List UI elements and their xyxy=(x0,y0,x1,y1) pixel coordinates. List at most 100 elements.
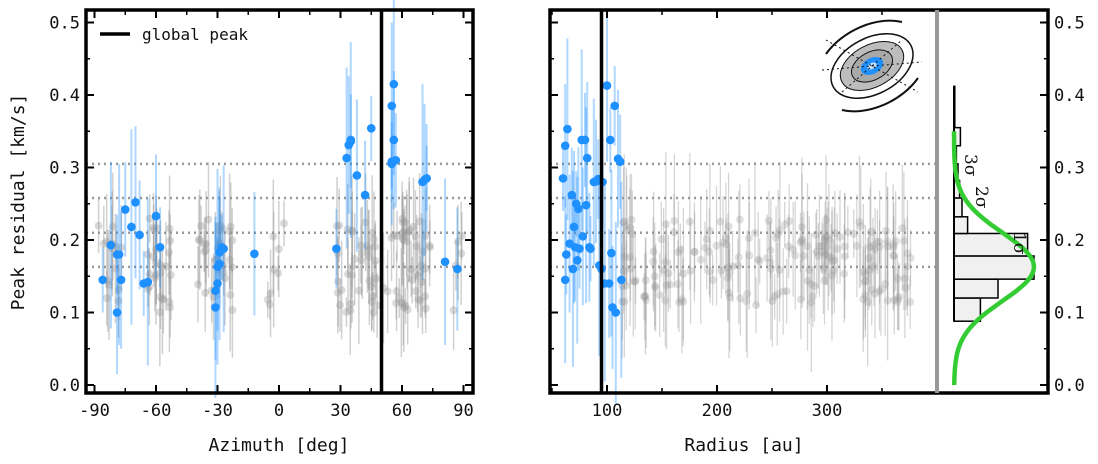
background-point xyxy=(867,285,876,294)
peak-point xyxy=(558,174,568,183)
background-point xyxy=(883,242,892,251)
background-point xyxy=(409,222,418,231)
background-point xyxy=(803,276,812,285)
peak-point xyxy=(389,135,399,145)
background-point xyxy=(840,269,849,278)
background-point xyxy=(354,286,363,295)
background-point xyxy=(807,298,816,307)
background-point xyxy=(387,233,396,242)
background-point xyxy=(347,271,356,280)
background-point xyxy=(861,291,870,300)
background-point xyxy=(348,262,357,271)
background-point xyxy=(114,296,123,305)
background-point xyxy=(721,233,730,242)
background-point xyxy=(745,251,754,260)
background-point xyxy=(156,268,165,277)
left-sigma-guides xyxy=(86,162,473,269)
background-point xyxy=(712,241,721,250)
background-point xyxy=(840,252,849,261)
background-point xyxy=(421,304,430,313)
background-point xyxy=(332,222,341,231)
background-point xyxy=(789,245,798,254)
left-global-peak-points xyxy=(98,0,462,399)
background-point xyxy=(669,228,678,237)
background-point xyxy=(817,248,826,257)
background-point xyxy=(407,265,416,274)
peak-point xyxy=(106,240,116,250)
x-tick-label: 0 xyxy=(274,401,284,421)
background-point xyxy=(873,237,882,246)
background-point xyxy=(365,276,374,285)
background-point xyxy=(859,295,868,304)
y-axis-label: Peak residual [km/s] xyxy=(8,94,29,311)
background-point xyxy=(766,258,775,267)
background-point xyxy=(806,279,815,288)
right-panel-frame xyxy=(548,8,1050,395)
background-point xyxy=(810,281,819,290)
background-point xyxy=(797,223,806,232)
background-point xyxy=(866,243,875,252)
background-point xyxy=(403,305,412,314)
background-point xyxy=(400,218,409,227)
peak-point xyxy=(575,244,584,253)
background-point xyxy=(368,228,377,237)
background-point xyxy=(891,237,900,246)
background-point xyxy=(815,242,824,251)
background-point xyxy=(906,254,915,263)
background-point xyxy=(899,236,908,245)
background-point xyxy=(675,298,684,307)
background-point xyxy=(94,221,103,230)
background-point xyxy=(708,276,717,285)
background-point xyxy=(866,227,875,236)
peak-point xyxy=(211,303,220,312)
background-point xyxy=(149,225,158,234)
y-tick-label: 0.1 xyxy=(1054,304,1085,324)
background-point xyxy=(829,266,838,275)
peak-point xyxy=(120,205,130,214)
legend: global peak xyxy=(100,25,248,44)
background-point xyxy=(889,241,898,250)
background-point xyxy=(895,292,904,301)
background-point xyxy=(201,288,210,297)
background-point xyxy=(655,291,664,300)
right-axes: 0.0 0.1 0.2 0.3 0.4 0.5 100 200 300 xyxy=(550,10,1085,421)
background-point xyxy=(399,236,408,245)
y-tick-label: 0.2 xyxy=(1054,231,1085,251)
background-point xyxy=(363,242,372,251)
background-point xyxy=(114,285,123,294)
background-point xyxy=(686,266,695,275)
background-point xyxy=(863,298,872,307)
background-point xyxy=(117,243,126,252)
background-point xyxy=(824,251,833,260)
background-point xyxy=(357,256,366,265)
background-point xyxy=(371,242,380,251)
background-point xyxy=(369,308,378,317)
background-point xyxy=(755,257,764,266)
x-tick-label: 60 xyxy=(392,401,412,421)
background-point xyxy=(780,220,789,229)
background-point xyxy=(852,241,861,250)
background-point xyxy=(725,289,734,298)
background-point xyxy=(399,299,408,308)
background-point xyxy=(882,226,891,235)
peak-point xyxy=(602,81,612,90)
peak-point xyxy=(582,153,592,163)
background-point xyxy=(811,230,820,239)
histogram-bar xyxy=(953,297,982,322)
background-point xyxy=(677,295,686,304)
background-point xyxy=(361,218,370,227)
background-point xyxy=(145,270,154,279)
peak-point xyxy=(422,174,431,183)
background-point xyxy=(723,273,732,282)
background-point xyxy=(620,217,629,226)
background-point xyxy=(457,249,466,258)
background-point xyxy=(408,276,417,285)
background-point xyxy=(412,242,421,251)
background-point xyxy=(200,247,209,256)
background-point xyxy=(779,287,788,296)
background-point xyxy=(622,221,631,230)
background-point xyxy=(149,253,158,262)
gaussian-fit-curve xyxy=(951,131,1037,386)
background-point xyxy=(159,294,168,303)
peak-point xyxy=(568,264,578,274)
